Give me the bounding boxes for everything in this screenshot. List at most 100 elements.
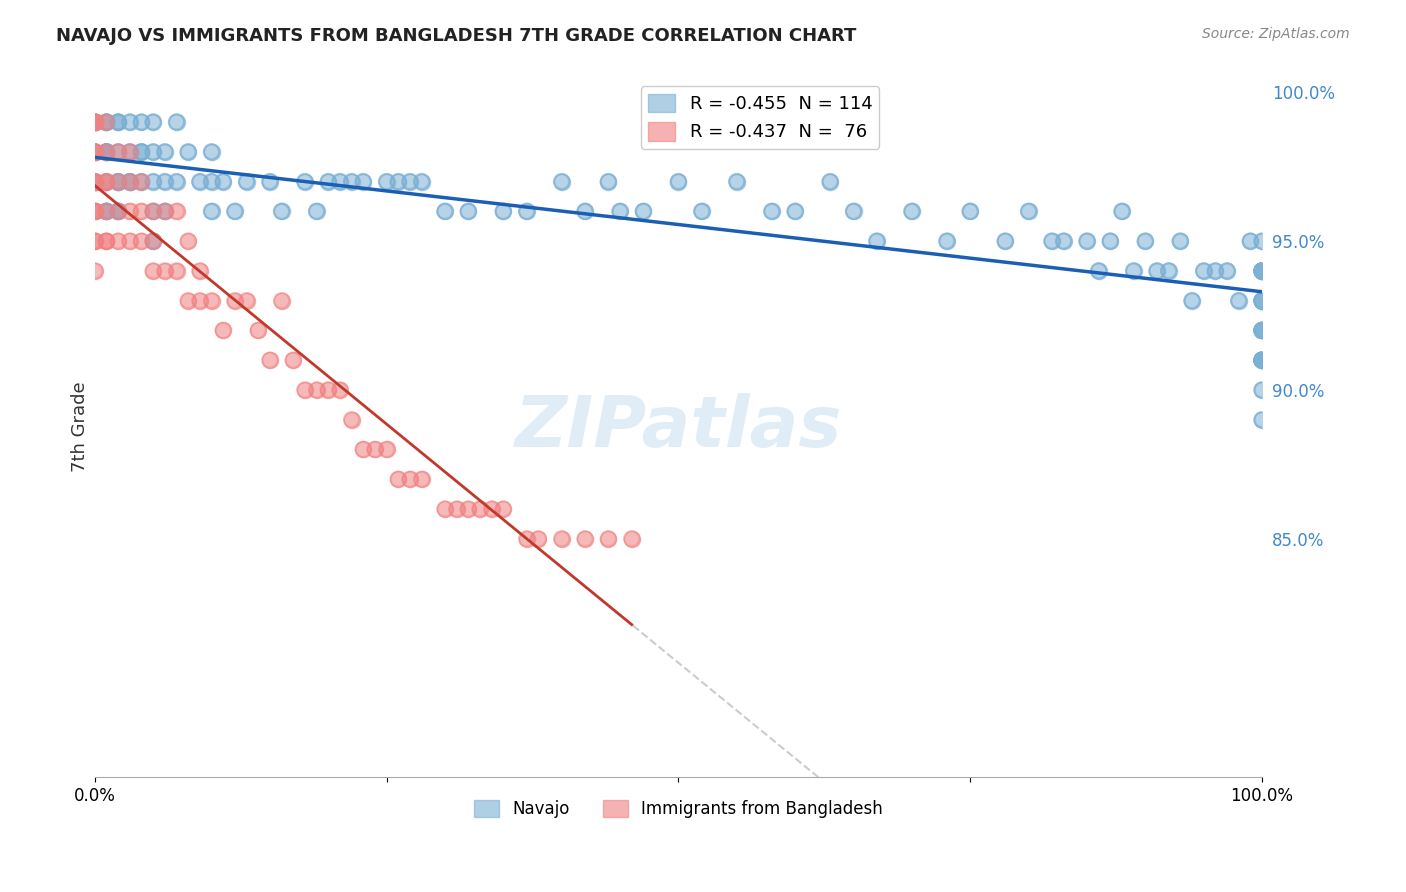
Point	[329, 175, 352, 189]
Point	[83, 115, 105, 129]
Point	[1251, 383, 1274, 397]
Point	[1076, 234, 1098, 248]
Point	[153, 175, 176, 189]
Point	[96, 204, 118, 219]
Point	[212, 175, 235, 189]
Point	[107, 204, 129, 219]
Point	[399, 175, 422, 189]
Point	[1251, 293, 1274, 308]
Point	[352, 175, 374, 189]
Point	[166, 175, 188, 189]
Point	[96, 115, 118, 129]
Point	[83, 234, 105, 248]
Point	[83, 115, 105, 129]
Point	[446, 502, 468, 516]
Point	[1251, 353, 1274, 368]
Point	[1087, 264, 1109, 278]
Point	[1251, 323, 1274, 337]
Point	[294, 383, 316, 397]
Point	[550, 175, 572, 189]
Point	[96, 204, 118, 219]
Point	[1251, 264, 1274, 278]
Point	[83, 204, 105, 219]
Point	[340, 413, 363, 427]
Point	[633, 204, 655, 219]
Point	[387, 175, 409, 189]
Point	[96, 145, 118, 159]
Point	[294, 175, 316, 189]
Text: NAVAJO VS IMMIGRANTS FROM BANGLADESH 7TH GRADE CORRELATION CHART: NAVAJO VS IMMIGRANTS FROM BANGLADESH 7TH…	[56, 27, 856, 45]
Point	[96, 204, 118, 219]
Point	[188, 175, 211, 189]
Point	[959, 204, 981, 219]
Point	[1251, 353, 1274, 368]
Point	[188, 264, 211, 278]
Point	[96, 234, 118, 248]
Point	[866, 234, 889, 248]
Point	[1251, 293, 1274, 308]
Point	[1251, 293, 1274, 308]
Point	[609, 204, 631, 219]
Point	[468, 502, 491, 516]
Point	[1251, 353, 1274, 368]
Point	[1251, 264, 1274, 278]
Point	[107, 115, 129, 129]
Point	[83, 234, 105, 248]
Point	[1192, 264, 1215, 278]
Point	[481, 502, 503, 516]
Point	[375, 175, 398, 189]
Point	[620, 532, 643, 546]
Point	[492, 204, 515, 219]
Point	[107, 145, 129, 159]
Point	[131, 175, 153, 189]
Point	[1251, 323, 1274, 337]
Point	[270, 293, 292, 308]
Point	[83, 175, 105, 189]
Point	[153, 264, 176, 278]
Point	[212, 175, 235, 189]
Point	[83, 264, 105, 278]
Point	[259, 175, 281, 189]
Point	[83, 204, 105, 219]
Point	[96, 115, 118, 129]
Point	[107, 204, 129, 219]
Point	[153, 204, 176, 219]
Point	[142, 175, 165, 189]
Point	[1018, 204, 1040, 219]
Point	[387, 175, 409, 189]
Point	[761, 204, 783, 219]
Point	[96, 115, 118, 129]
Point	[329, 383, 352, 397]
Point	[96, 145, 118, 159]
Point	[96, 115, 118, 129]
Point	[200, 175, 222, 189]
Point	[118, 175, 141, 189]
Point	[131, 145, 153, 159]
Point	[433, 502, 456, 516]
Point	[1251, 323, 1274, 337]
Point	[411, 472, 433, 486]
Point	[177, 145, 200, 159]
Point	[387, 472, 409, 486]
Point	[83, 175, 105, 189]
Point	[166, 115, 188, 129]
Point	[107, 234, 129, 248]
Point	[842, 204, 865, 219]
Point	[527, 532, 550, 546]
Point	[1251, 323, 1274, 337]
Point	[1227, 293, 1250, 308]
Point	[118, 145, 141, 159]
Point	[166, 175, 188, 189]
Point	[1251, 413, 1274, 427]
Point	[516, 204, 538, 219]
Point	[96, 175, 118, 189]
Point	[1251, 323, 1274, 337]
Point	[131, 234, 153, 248]
Point	[550, 532, 572, 546]
Point	[107, 145, 129, 159]
Point	[166, 264, 188, 278]
Point	[166, 204, 188, 219]
Point	[118, 115, 141, 129]
Point	[598, 175, 620, 189]
Point	[329, 175, 352, 189]
